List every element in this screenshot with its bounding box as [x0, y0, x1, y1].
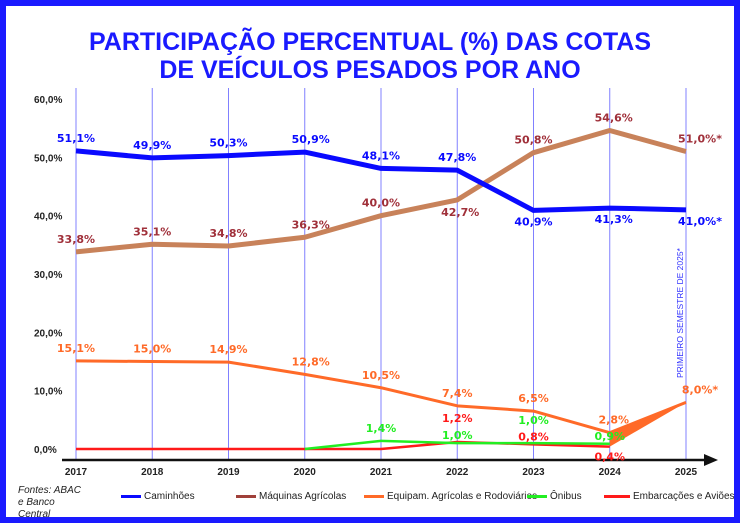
- legend-swatch: [364, 495, 384, 498]
- x-tick-label: 2017: [65, 467, 88, 478]
- legend-item: Caminhões: [121, 491, 195, 502]
- series-line-3: [304, 439, 610, 451]
- x-tick-label: 2024: [599, 467, 622, 478]
- data-label: 51,0%*: [678, 133, 722, 146]
- x-tick-label: 2020: [294, 467, 317, 478]
- equipamentos-estimate-wedge: [609, 402, 686, 447]
- legend-label: Máquinas Agrícolas: [259, 491, 347, 502]
- legend-swatch: [527, 495, 547, 498]
- data-label: 34,8%: [209, 227, 247, 240]
- y-tick-label: 50,0%: [34, 153, 62, 164]
- legend: Fontes: ABAC e Banco Central Caminhões Má…: [6, 481, 734, 520]
- data-label: 2,8%: [598, 414, 629, 427]
- data-label: 1,2%: [442, 412, 473, 425]
- data-label: 41,0%*: [678, 215, 722, 228]
- data-label: 50,3%: [209, 137, 247, 150]
- legend-label: Equipam. Agrícolas e Rodoviários: [387, 491, 538, 502]
- data-label: 35,1%: [133, 225, 171, 238]
- data-label: 50,8%: [514, 134, 552, 147]
- legend-swatch: [604, 495, 630, 498]
- y-tick-label: 60,0%: [34, 95, 62, 106]
- data-label: 40,9%: [514, 215, 552, 228]
- data-label: 41,3%: [595, 213, 633, 226]
- series-line-0: [75, 148, 687, 213]
- x-tick-label: 2018: [141, 467, 164, 478]
- legend-swatch: [236, 495, 256, 498]
- data-label: 42,7%: [441, 206, 479, 219]
- x-tick-label: 2021: [370, 467, 393, 478]
- data-label: 8,0%*: [682, 383, 719, 396]
- data-label: 49,9%: [133, 139, 171, 152]
- data-label: 0,9%: [594, 430, 625, 443]
- sources-note: Fontes: ABAC e Banco Central: [18, 485, 81, 520]
- title-line-1: PARTICIPAÇÃO PERCENTUAL (%) DAS COTAS: [88, 28, 652, 56]
- legend-item: Embarcações e Aviões(*) Percentuais esti…: [604, 491, 735, 502]
- y-tick-label: 30,0%: [34, 270, 62, 281]
- data-label: 10,5%: [362, 369, 400, 382]
- legend-label: Caminhões: [144, 491, 195, 502]
- data-label: 47,8%: [438, 151, 476, 164]
- data-label: 1,0%: [442, 429, 473, 442]
- data-label: 1,0%: [518, 414, 549, 427]
- data-label: 1,4%: [366, 422, 397, 435]
- legend-item: Ônibus: [527, 491, 582, 502]
- data-label: 51,1%: [57, 132, 95, 145]
- x-tick-label: 2023: [522, 467, 545, 478]
- x-tick-label: 2022: [446, 467, 469, 478]
- data-label: 7,4%: [442, 387, 473, 400]
- legend-label: Ônibus: [550, 491, 582, 502]
- series-line-1: [75, 128, 687, 255]
- data-label: 0,8%: [518, 430, 549, 443]
- data-label: 0,4%: [594, 451, 625, 464]
- x-tick-label: 2019: [217, 467, 240, 478]
- title-line-2: DE VEÍCULOS PESADOS POR ANO: [159, 56, 581, 84]
- y-tick-label: 0,0%: [34, 445, 57, 456]
- legend-label: Embarcações e Aviões: [633, 491, 735, 502]
- data-label: 36,3%: [292, 218, 330, 231]
- chart-title: PARTICIPAÇÃO PERCENTUAL (%) DAS COTAS DE…: [6, 28, 734, 84]
- data-label: 12,8%: [292, 355, 330, 368]
- data-label: 54,6%: [595, 112, 633, 125]
- data-label: 14,9%: [209, 343, 247, 356]
- x-axis-arrow: [704, 454, 718, 466]
- data-label: 6,5%: [518, 392, 549, 405]
- annotation-primeiro-semestre: PRIMEIRO SEMESTRE DE 2025*: [675, 247, 685, 378]
- y-tick-label: 20,0%: [34, 328, 62, 339]
- data-label: 48,1%: [362, 149, 400, 162]
- series-line-2: [75, 359, 687, 435]
- x-tick-label: 2025: [675, 467, 698, 478]
- data-label: 50,9%: [292, 133, 330, 146]
- data-label: 15,1%: [57, 342, 95, 355]
- y-tick-label: 10,0%: [34, 387, 62, 398]
- data-label: 33,8%: [57, 233, 95, 246]
- legend-item: Equipam. Agrícolas e Rodoviários: [364, 491, 537, 502]
- y-tick-label: 40,0%: [34, 212, 62, 223]
- legend-item: Máquinas Agrícolas: [236, 491, 346, 502]
- legend-swatch: [121, 495, 141, 498]
- data-label: 40,0%: [362, 197, 400, 210]
- data-label: 15,0%: [133, 343, 171, 356]
